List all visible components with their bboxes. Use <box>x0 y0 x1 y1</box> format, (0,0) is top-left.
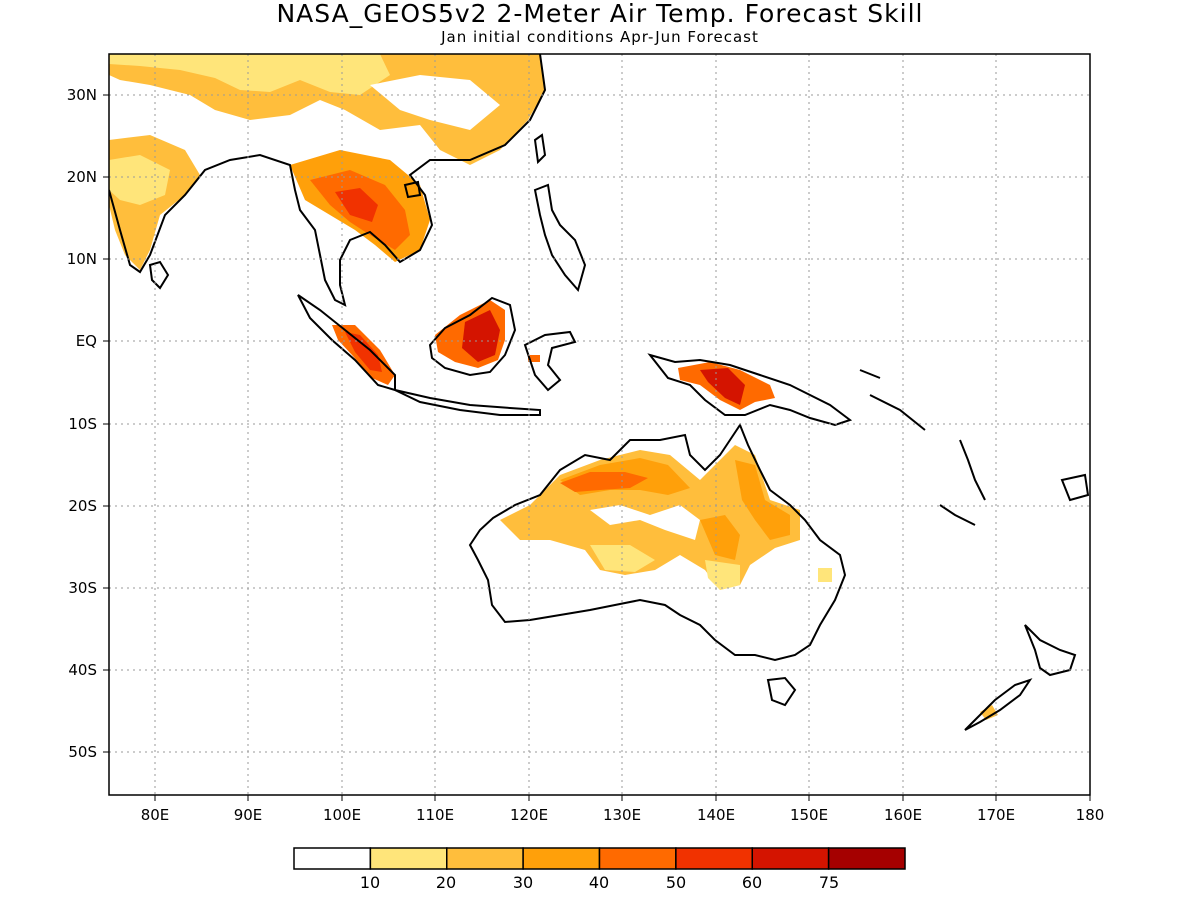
shade-indochina-hot <box>335 188 378 222</box>
lon-tick-label: 150E <box>790 806 828 824</box>
coast-java <box>394 389 541 416</box>
lat-tick-label: 40S <box>68 661 97 679</box>
shade-australia-east <box>735 460 790 540</box>
coast-fiji <box>1060 473 1090 502</box>
coast-borneo <box>428 296 517 377</box>
shade-australia-white <box>590 505 700 540</box>
colorbar-swatch <box>598 847 677 870</box>
skill-shading <box>109 54 998 720</box>
shade-sumatra-hot <box>345 332 382 372</box>
lat-tick-label: 30N <box>67 86 97 104</box>
coast-hainan <box>403 180 422 199</box>
colorbar: 10 20 30 40 50 60 75 <box>293 847 906 892</box>
lon-tick-labels: 80E 90E 100E 110E 120E 130E 140E 150E 16… <box>141 806 1105 824</box>
coast-tasmania <box>766 676 797 707</box>
shade-australia-nw-hot <box>560 472 648 492</box>
lat-tick-label: 50S <box>68 743 97 761</box>
shade-australia-east-coast <box>818 568 832 582</box>
shade-new-guinea-hot <box>700 368 745 405</box>
lon-tick-label: 120E <box>510 806 548 824</box>
coast-new-caledonia <box>939 504 976 526</box>
lat-tick-label: 20S <box>68 497 97 515</box>
lon-tick-label: 160E <box>884 806 922 824</box>
lat-tick-labels: 30N 20N 10N EQ 10S 20S 30S 40S 50S <box>67 86 97 761</box>
coast-new-zealand-north <box>1024 624 1077 677</box>
colorbar-swatch <box>369 847 448 870</box>
coast-australia <box>468 422 847 662</box>
colorbar-label: 40 <box>589 873 609 892</box>
map-subtitle: Jan initial conditions Apr-Jun Forecast <box>441 28 759 46</box>
colorbar-swatch <box>751 847 830 870</box>
map-title: NASA_GEOS5v2 2-Meter Air Temp. Forecast … <box>276 0 924 28</box>
colorbar-swatch <box>827 847 906 870</box>
colorbar-swatch <box>446 847 524 870</box>
lon-tick-label: 90E <box>234 806 263 824</box>
grid-lines <box>109 54 1090 795</box>
lon-tick-label: 110E <box>416 806 454 824</box>
coastlines <box>109 54 1090 731</box>
coast-new-zealand-south <box>964 678 1033 731</box>
colorbar-label: 50 <box>666 873 686 892</box>
shade-borneo-hot <box>462 310 500 362</box>
coast-new-guinea <box>647 353 853 427</box>
shade-asia-north-light <box>109 54 390 95</box>
shade-india <box>109 135 200 270</box>
colorbar-swatches <box>293 847 906 870</box>
map-frame <box>108 53 1091 796</box>
lon-tick-label: 180 <box>1076 806 1105 824</box>
lat-tick-label: EQ <box>76 332 97 350</box>
colorbar-labels: 10 20 30 40 50 60 75 <box>360 873 839 892</box>
shade-new-zealand <box>980 705 998 720</box>
coast-solomons <box>859 369 926 431</box>
coast-taiwan <box>533 133 547 165</box>
colorbar-swatch <box>293 847 372 870</box>
colorbar-label: 30 <box>513 873 533 892</box>
tick-marks <box>103 94 1091 801</box>
colorbar-label: 60 <box>742 873 762 892</box>
lat-tick-label: 30S <box>68 579 97 597</box>
lon-tick-label: 80E <box>141 806 170 824</box>
lon-tick-label: 130E <box>603 806 641 824</box>
lat-tick-label: 10S <box>68 415 97 433</box>
coast-sri-lanka <box>148 260 170 290</box>
colorbar-swatch <box>522 847 601 870</box>
colorbar-swatch <box>675 847 754 870</box>
lat-tick-label: 10N <box>67 250 97 268</box>
colorbar-label: 10 <box>360 873 380 892</box>
coast-vanuatu <box>959 439 986 501</box>
lon-tick-label: 140E <box>697 806 735 824</box>
coast-philippines <box>533 183 587 293</box>
coast-asia-mainland <box>109 54 547 307</box>
colorbar-label: 20 <box>436 873 456 892</box>
colorbar-label: 75 <box>819 873 839 892</box>
shade-australia-southeast <box>705 560 740 590</box>
lon-tick-label: 170E <box>977 806 1015 824</box>
coast-sulawesi <box>523 330 577 392</box>
lon-tick-label: 100E <box>323 806 361 824</box>
shade-australia-center <box>700 515 740 560</box>
lat-tick-label: 20N <box>67 168 97 186</box>
